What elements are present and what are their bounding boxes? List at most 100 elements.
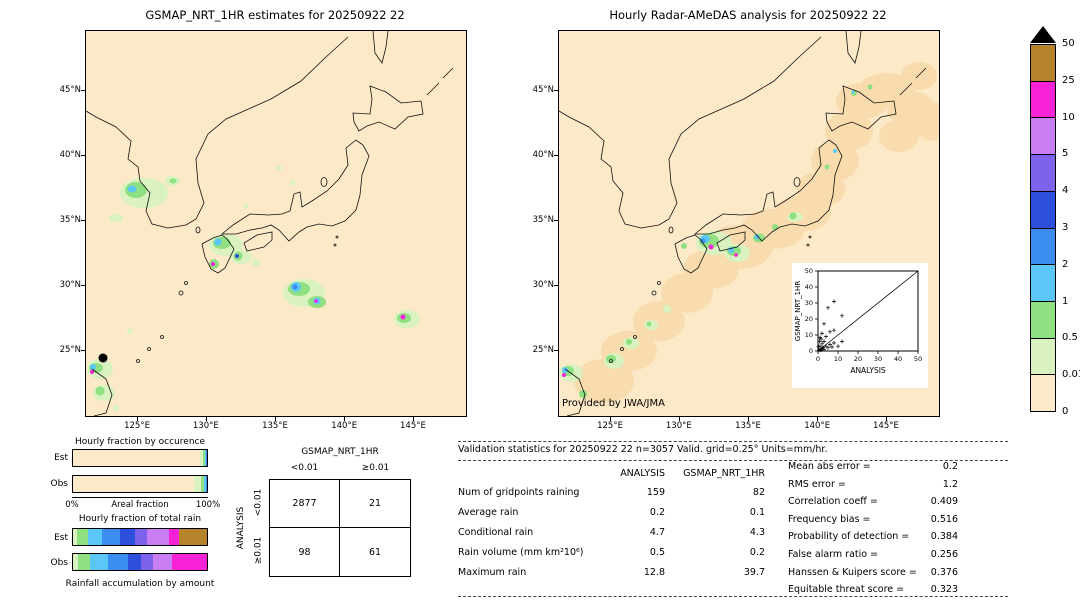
bar-segment xyxy=(169,529,179,545)
lat-tick-mark xyxy=(81,285,85,287)
validation-gsmap-value: 82 xyxy=(752,486,765,498)
colorbar-tick-label: 0.01 xyxy=(1062,369,1080,381)
scatter-point xyxy=(828,329,832,334)
lat-tick-mark xyxy=(554,90,558,92)
scatter-point xyxy=(832,328,836,333)
bar-segment xyxy=(146,529,170,545)
lon-tick-mark xyxy=(275,417,276,421)
validation-header-row: ANALYSIS GSMAP_NRT_1HR xyxy=(458,464,765,482)
lat-tick-mark xyxy=(81,220,85,222)
inset-y-tick-label: 30 xyxy=(805,299,813,307)
stat-line: Correlation coeff = 0.409 xyxy=(788,496,958,514)
lat-tick-label: 45°N xyxy=(532,85,554,96)
scatter-point xyxy=(826,305,830,310)
scatter-inset: 00 10 10 20 20 30 30 40 40 50 50 ANALYSIS GSMAP_NRT_… xyxy=(792,263,928,388)
stat-label: Hanssen & Kuipers score = xyxy=(788,566,917,578)
validation-row-label: Average rain xyxy=(458,506,519,518)
bar-segment xyxy=(107,554,128,570)
totalrain-obs-label: Obs xyxy=(50,558,69,568)
validation-table: ANALYSIS GSMAP_NRT_1HR Num of gridpoints… xyxy=(458,464,765,582)
bar-segment xyxy=(127,554,142,570)
stat-line: Hanssen & Kuipers score = 0.376 xyxy=(788,567,958,585)
scatter-point xyxy=(820,341,824,346)
bar-segment xyxy=(73,554,79,570)
bar-segment xyxy=(73,529,78,545)
stat-value: 1.2 xyxy=(942,478,958,490)
inset-x-tick-label: 10 xyxy=(834,355,842,363)
bar-segment xyxy=(141,554,154,570)
colorbar-tick-label: 50 xyxy=(1062,38,1075,49)
lat-tick-mark xyxy=(81,155,85,157)
validation-analysis-value: 0.5 xyxy=(649,546,665,558)
validation-col-gsmap: GSMAP_NRT_1HR xyxy=(683,467,765,479)
occurrence-obs-bar xyxy=(72,475,208,493)
occurrence-est-label: Est xyxy=(54,453,68,463)
station-marker-dot xyxy=(98,353,108,363)
occurrence-chart-title: Hourly fraction by occurence xyxy=(74,437,206,447)
stat-line: Frequency bias = 0.516 xyxy=(788,514,958,532)
inset-y-tick-label: 40 xyxy=(805,283,813,291)
lat-tick-label: 30°N xyxy=(532,280,554,291)
occurrence-x-axis xyxy=(72,497,208,498)
scatter-point xyxy=(826,345,830,350)
occurrence-xaxis-label: Areal fraction xyxy=(111,500,169,510)
lat-tick-mark xyxy=(554,220,558,222)
scatter-point xyxy=(840,313,844,318)
validation-analysis-value: 159 xyxy=(646,486,665,498)
contingency-col-label-lt: <0.01 xyxy=(290,463,319,473)
lat-tick-mark xyxy=(554,285,558,287)
validation-analysis-value: 4.7 xyxy=(649,526,665,538)
scatter-point xyxy=(840,339,844,344)
lat-tick-label: 25°N xyxy=(59,345,81,356)
validation-gsmap-value: 0.1 xyxy=(749,506,765,518)
stat-value: 0.2 xyxy=(942,461,958,472)
lon-tick-label: 140°E xyxy=(331,421,358,431)
scatter-point xyxy=(816,344,821,349)
scatter-point xyxy=(828,342,832,347)
inset-ylabel: GSMAP_NRT_1HR xyxy=(794,281,802,342)
lat-tick-mark xyxy=(554,155,558,157)
colorbar-tick-label: 3 xyxy=(1062,222,1069,233)
inset-y-tick-label: 50 xyxy=(805,267,813,275)
lat-tick-mark xyxy=(81,350,85,352)
inset-x-tick-label: 0 xyxy=(816,355,820,363)
stat-value: 0.323 xyxy=(930,584,958,596)
validation-row: Average rain 0.2 0.1 xyxy=(458,502,765,522)
lon-tick-mark xyxy=(610,417,612,421)
inset-y-tick-label: 20 xyxy=(805,315,813,323)
totalrain-est-bar xyxy=(72,528,208,546)
contingency-row-group: ANALYSIS xyxy=(236,506,246,550)
scatter-point xyxy=(818,335,822,340)
contingency-value-00: 2877 xyxy=(270,480,340,528)
gsmap-estimate-map xyxy=(85,30,467,417)
contingency-row-label-lt: <0.01 xyxy=(253,488,264,517)
validation-row: Rain volume (mm km²10⁶) 0.5 0.2 xyxy=(458,542,765,562)
validation-row: Conditional rain 4.7 4.3 xyxy=(458,522,765,542)
lon-tick-mark xyxy=(137,417,139,421)
colorbar-segment xyxy=(1031,301,1055,339)
map-credit: Provided by JWA/JMA xyxy=(562,398,665,409)
bar-segment xyxy=(73,476,194,492)
lon-tick-mark xyxy=(885,417,887,421)
gsmap-map-canvas xyxy=(85,30,466,417)
contingency-col-label-ge: ≥0.01 xyxy=(361,463,390,473)
divider-top xyxy=(458,441,1008,442)
colorbar-segment xyxy=(1031,45,1055,82)
lon-tick-mark xyxy=(748,417,749,421)
colorbar-segment xyxy=(1031,338,1055,376)
lon-tick-label: 125°E xyxy=(124,421,150,431)
occurrence-x100-label: 100% xyxy=(195,500,221,510)
radar-analysis-map xyxy=(558,30,947,417)
stat-label: Probability of detection = xyxy=(788,531,910,543)
lat-tick-label: 45°N xyxy=(59,85,81,96)
bar-segment xyxy=(202,450,205,466)
colorbar-segment xyxy=(1031,265,1055,302)
bar-segment xyxy=(200,476,205,492)
colorbar-segment xyxy=(1031,191,1055,229)
bar-segment xyxy=(204,476,206,492)
lat-tick-label: 35°N xyxy=(59,215,81,226)
stat-line: RMS error = 1.2 xyxy=(788,479,958,497)
stat-value: 0.384 xyxy=(930,531,958,543)
stat-value: 0.409 xyxy=(930,496,958,508)
validation-gsmap-value: 4.3 xyxy=(749,526,765,538)
